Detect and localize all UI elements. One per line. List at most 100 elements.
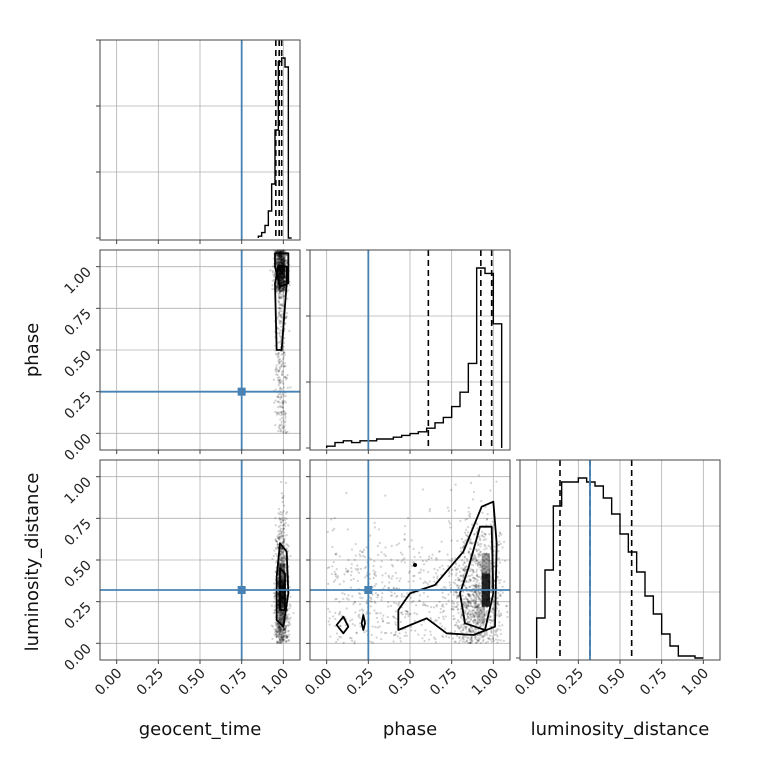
sample-point: [349, 636, 352, 639]
sample-point: [271, 265, 274, 268]
truth-marker: [237, 586, 246, 594]
sample-point: [279, 614, 282, 617]
sample-point: [280, 633, 283, 636]
sample-point: [277, 369, 280, 372]
sample-point: [280, 363, 283, 366]
sample-point: [463, 568, 466, 571]
sample-point: [384, 494, 387, 497]
sample-point: [345, 570, 348, 573]
sample-point: [425, 581, 428, 584]
sample-point: [458, 620, 461, 623]
sample-point: [275, 258, 279, 261]
sample-point: [468, 574, 472, 578]
sample-point: [285, 637, 288, 640]
sample-point: [280, 627, 283, 630]
sample-point: [356, 564, 359, 567]
sample-point: [282, 413, 286, 416]
sample-point: [457, 576, 460, 580]
sample-point: [475, 592, 478, 595]
sample-point: [281, 293, 284, 296]
sample-point: [467, 574, 470, 577]
sample-point: [280, 255, 283, 258]
sample-point: [277, 426, 280, 429]
sample-point: [282, 628, 286, 632]
sample-point: [278, 616, 281, 619]
sample-point: [502, 639, 505, 642]
sample-point: [279, 307, 282, 310]
sample-point: [280, 575, 284, 578]
sample-point: [281, 573, 285, 577]
sample-point: [358, 603, 362, 606]
sample-point: [277, 616, 280, 619]
sample-point: [274, 369, 277, 372]
sample-point: [285, 312, 289, 315]
sample-point: [272, 273, 275, 277]
sample-point: [477, 561, 481, 564]
sample-point: [278, 288, 281, 291]
sample-point: [493, 633, 496, 636]
sample-point: [278, 334, 281, 337]
sample-point: [277, 614, 280, 617]
sample-point: [282, 564, 286, 567]
sample-point: [281, 636, 285, 639]
sample-point: [435, 556, 438, 560]
sample-point: [281, 392, 284, 395]
sample-point: [405, 634, 408, 637]
sample-point: [282, 496, 285, 499]
sample-point: [281, 255, 285, 258]
sample-point: [434, 638, 437, 641]
y-tick-label: 0.25: [61, 389, 94, 422]
sample-point: [283, 564, 286, 567]
sample-point: [440, 625, 444, 628]
sample-point: [278, 289, 282, 292]
sample-point: [277, 610, 280, 614]
sample-point: [279, 563, 282, 567]
sample-point: [279, 279, 282, 282]
sample-point: [479, 597, 482, 600]
sample-point: [282, 430, 285, 433]
sample-point: [463, 555, 466, 559]
sample-point: [478, 566, 481, 569]
sample-point: [475, 573, 479, 576]
sample-point: [285, 315, 288, 319]
sample-point: [283, 351, 286, 354]
sample-point: [276, 257, 279, 260]
sample-point: [431, 553, 434, 556]
sample-point: [455, 584, 458, 587]
sample-point: [471, 609, 474, 612]
sample-point: [483, 613, 486, 616]
sample-point: [409, 612, 412, 615]
sample-point: [281, 635, 284, 638]
sample-point: [279, 614, 282, 617]
sample-point: [282, 288, 285, 291]
sample-point: [353, 601, 356, 604]
sample-point: [460, 537, 463, 541]
sample-point: [284, 262, 287, 265]
sample-point: [464, 580, 467, 583]
sample-point: [284, 432, 288, 435]
sample-point: [286, 616, 290, 619]
sample-point: [391, 594, 394, 597]
sample-point: [279, 564, 282, 567]
sample-point: [436, 577, 439, 580]
sample-point: [283, 566, 286, 569]
sample-point: [277, 507, 281, 511]
sample-point: [275, 547, 278, 551]
sample-point: [355, 631, 358, 634]
sample-point: [276, 411, 279, 415]
sample-point: [280, 561, 283, 564]
sample-point: [493, 561, 496, 564]
sample-point: [276, 368, 279, 371]
sample-point: [450, 557, 454, 560]
sample-point: [282, 554, 286, 557]
sample-point: [403, 538, 406, 541]
sample-point: [270, 624, 273, 627]
sample-point: [447, 565, 450, 568]
sample-point: [279, 638, 282, 641]
sample-point: [285, 636, 288, 639]
sample-point: [280, 282, 283, 285]
sample-point: [471, 564, 474, 567]
sample-point: [279, 524, 282, 527]
sample-point: [343, 593, 346, 596]
sample-point: [467, 580, 470, 584]
